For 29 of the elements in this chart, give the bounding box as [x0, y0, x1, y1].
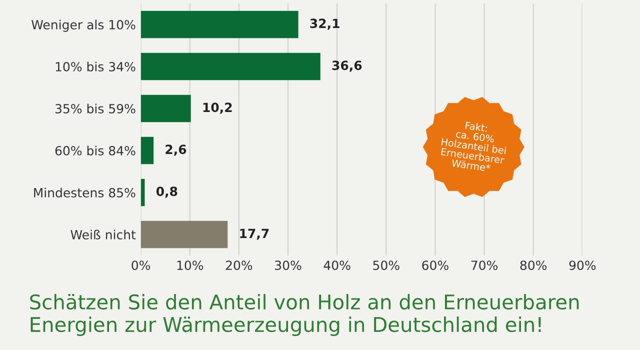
y-tick-label: Weiß nicht: [70, 230, 136, 240]
x-tick-label: 50%: [373, 260, 400, 270]
y-tick-label: 60% bis 84%: [55, 146, 136, 156]
data-label: 0,8: [156, 186, 178, 198]
x-tick-label: 0%: [132, 260, 150, 270]
data-label: 17,7: [240, 228, 269, 240]
data-label: 2,6: [166, 144, 186, 156]
y-tick-label: Weniger als 10%: [32, 20, 136, 32]
data-label: 10,2: [203, 102, 232, 114]
bar: [140, 10, 298, 38]
x-tick-label: 20%: [226, 260, 252, 270]
data-label: 36,6: [332, 60, 362, 72]
x-tick-label: 10%: [177, 260, 204, 270]
y-tick-label: 10% bis 34%: [56, 62, 136, 72]
x-tick-label: 70%: [471, 260, 498, 270]
text: Schätzen Sie den Anteil von Holz an den Erneuerbaren Energien zur Wärmeerzeugung in Deutschland ein!: [30, 294, 579, 336]
x-tick-label: 30%: [275, 260, 302, 270]
bar: [140, 52, 320, 80]
x-tick-label: 90%: [569, 260, 596, 270]
bar: [140, 220, 228, 248]
x-tick-label: 60%: [422, 260, 448, 270]
annotation: Fakt: ca. 60% Holzanteil bei Erneuerbarer Wärme*: [441, 121, 506, 172]
bar: [140, 136, 154, 164]
data-label: 32,1: [310, 18, 340, 30]
bar: [140, 94, 191, 122]
x-tick-label: 80%: [520, 260, 547, 270]
y-tick-label: Mindestens 85%: [34, 188, 136, 198]
y-tick-label: 35% bis 59%: [55, 104, 136, 114]
x-tick-label: 40%: [324, 260, 350, 270]
